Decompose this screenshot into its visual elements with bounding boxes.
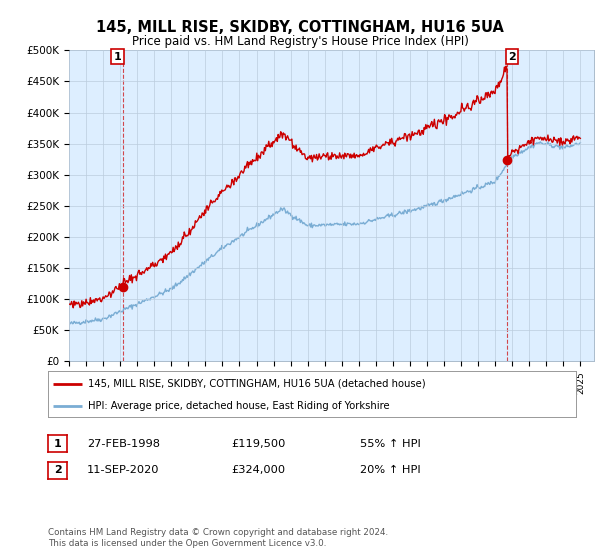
Text: Price paid vs. HM Land Registry's House Price Index (HPI): Price paid vs. HM Land Registry's House … [131,35,469,48]
Text: Contains HM Land Registry data © Crown copyright and database right 2024.
This d: Contains HM Land Registry data © Crown c… [48,528,388,548]
Text: 1: 1 [114,52,121,62]
Text: 27-FEB-1998: 27-FEB-1998 [87,438,160,449]
Text: £324,000: £324,000 [231,465,285,475]
Text: 20% ↑ HPI: 20% ↑ HPI [360,465,421,475]
Text: 2: 2 [508,52,516,62]
Text: £119,500: £119,500 [231,438,286,449]
Text: 11-SEP-2020: 11-SEP-2020 [87,465,160,475]
Text: 1: 1 [54,438,61,449]
Text: 55% ↑ HPI: 55% ↑ HPI [360,438,421,449]
Text: 145, MILL RISE, SKIDBY, COTTINGHAM, HU16 5UA: 145, MILL RISE, SKIDBY, COTTINGHAM, HU16… [96,20,504,35]
Text: HPI: Average price, detached house, East Riding of Yorkshire: HPI: Average price, detached house, East… [88,401,389,410]
Text: 145, MILL RISE, SKIDBY, COTTINGHAM, HU16 5UA (detached house): 145, MILL RISE, SKIDBY, COTTINGHAM, HU16… [88,379,425,389]
Text: 2: 2 [54,465,61,475]
